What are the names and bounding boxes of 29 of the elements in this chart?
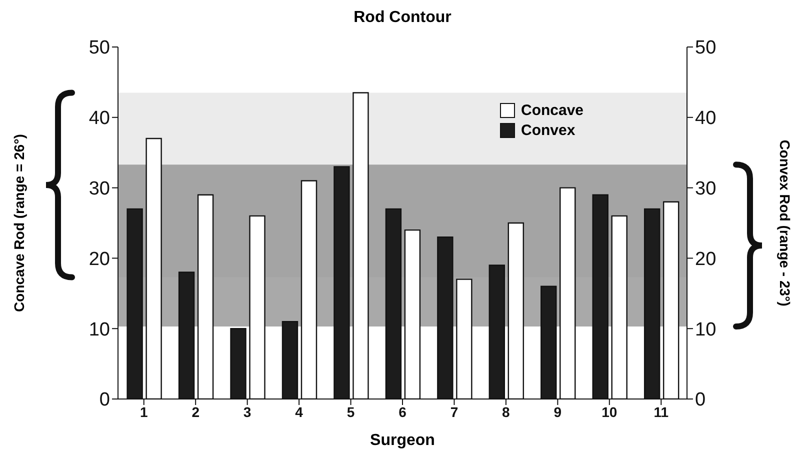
x-tick-label: 4: [295, 404, 304, 420]
y2-tick-label: 20: [695, 248, 716, 270]
y2-tick-label: 10: [695, 319, 716, 340]
y-axis-title: Concave Rod (range = 26°): [11, 134, 27, 312]
y-tick-label: 20: [88, 248, 110, 270]
x-tick-label: 1: [140, 404, 148, 420]
x-axis-title: Surgeon: [370, 432, 435, 449]
y-tick-label: 10: [88, 319, 110, 340]
x-tick-label: 9: [554, 404, 562, 420]
x-tick-label: 7: [450, 404, 458, 420]
x-tick-label: 5: [346, 404, 355, 420]
x-tick-label: 8: [502, 404, 510, 420]
y2-axis-title: Convex Rod (range - 23°): [777, 140, 793, 306]
y-tick-label: 30: [88, 178, 110, 200]
y2-tick-label: 0: [695, 390, 706, 411]
y-tick-label: 0: [99, 390, 110, 411]
chart-title: Rod Contour: [354, 9, 452, 26]
y2-tick-label: 40: [695, 108, 716, 130]
y2-tick-label: 50: [695, 38, 716, 59]
x-tick-label: 3: [243, 404, 252, 420]
y-tick-label: 40: [88, 108, 110, 130]
legend-label: Concave: [521, 102, 584, 118]
y-tick-label: 50: [88, 38, 110, 59]
x-tick-label: 2: [192, 404, 200, 420]
y2-tick-label: 30: [695, 178, 716, 200]
x-tick-label: 11: [654, 404, 669, 420]
x-tick-label: 10: [602, 404, 618, 420]
x-tick-label: 6: [398, 404, 407, 420]
legend-label: Convex: [521, 122, 576, 138]
